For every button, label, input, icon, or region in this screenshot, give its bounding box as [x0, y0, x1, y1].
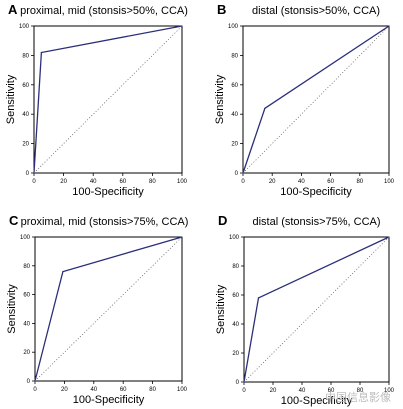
x-tick-label: 40: [90, 179, 97, 185]
x-axis-label: 100-Specificity: [280, 186, 352, 198]
x-tick-label: 80: [357, 388, 364, 394]
y-tick-label: 40: [232, 322, 239, 328]
x-tick-label: 20: [61, 387, 68, 393]
reference-diagonal-line: [243, 236, 390, 383]
y-tick-label: 60: [23, 293, 30, 299]
y-tick-label: 100: [228, 24, 239, 30]
y-tick-label: 100: [20, 235, 31, 241]
x-tick-label: 60: [120, 387, 127, 393]
x-tick-label: 60: [327, 179, 334, 185]
x-tick-label: 0: [33, 387, 37, 393]
x-tick-label: 40: [299, 388, 306, 394]
y-tick-label: 80: [232, 264, 239, 270]
plot-frame: [243, 236, 390, 383]
y-tick-label: 0: [27, 379, 31, 385]
panel-letter: D: [218, 213, 227, 228]
plot-frame: [34, 236, 183, 382]
x-tick-label: 100: [384, 179, 395, 185]
x-tick-label: 60: [328, 388, 335, 394]
x-tick-label: 60: [119, 179, 126, 185]
y-tick-label: 60: [232, 293, 239, 299]
x-tick-label: 100: [177, 179, 188, 185]
roc-point: [62, 270, 64, 273]
watermark-text: 中国信息影像: [325, 390, 391, 404]
y-tick-label: 20: [232, 351, 239, 357]
panel-letter: A: [8, 2, 18, 17]
roc-point: [264, 107, 266, 109]
reference-diagonal-line: [33, 25, 183, 174]
x-tick-label: 20: [269, 179, 276, 185]
y-tick-label: 20: [23, 350, 30, 356]
x-tick-label: 100: [177, 387, 188, 393]
x-tick-label: 80: [356, 179, 363, 185]
y-tick-label: 0: [235, 171, 239, 177]
y-axis-label: Sensitivity: [214, 74, 226, 124]
panel-title: distal (stonsis>75%, CCA): [252, 216, 380, 228]
roc-point: [181, 236, 183, 238]
panel-title: proximal, mid (stonsis>50%, CCA): [20, 5, 188, 17]
panel-title: distal (stonsis>50%, CCA): [252, 5, 380, 17]
reference-diagonal-line: [242, 25, 390, 174]
y-tick-label: 20: [22, 142, 29, 148]
roc-point: [181, 25, 183, 27]
panel-letter: C: [9, 213, 19, 228]
y-tick-label: 40: [231, 112, 238, 118]
x-tick-label: 0: [242, 388, 246, 394]
y-tick-label: 80: [23, 264, 30, 270]
reference-diagonal-line: [34, 236, 183, 382]
plot-frame: [33, 25, 183, 174]
roc-point: [257, 297, 260, 299]
y-tick-label: 80: [231, 53, 238, 59]
plot-frame: [242, 25, 390, 174]
y-tick-label: 0: [236, 380, 240, 386]
panel-title: proximal, mid (stonsis>75%, CCA): [21, 216, 189, 228]
x-axis-label: 100-Specificity: [281, 395, 353, 407]
y-tick-label: 80: [22, 53, 29, 59]
x-tick-label: 100: [384, 388, 395, 394]
x-tick-label: 20: [270, 388, 277, 394]
roc-point: [40, 51, 43, 54]
x-tick-label: 80: [149, 387, 156, 393]
y-axis-label: Sensitivity: [215, 284, 227, 334]
x-tick-label: 40: [298, 179, 305, 185]
x-tick-label: 40: [90, 387, 97, 393]
x-tick-label: 80: [149, 179, 156, 185]
y-tick-label: 100: [19, 24, 30, 30]
x-tick-label: 20: [60, 179, 67, 185]
roc-curve-line: [242, 25, 390, 174]
x-axis-label: 100-Specificity: [73, 394, 145, 406]
y-tick-label: 0: [26, 171, 30, 177]
x-tick-label: 0: [32, 179, 36, 185]
x-tick-label: 0: [241, 179, 245, 185]
y-tick-label: 20: [231, 142, 238, 148]
panel-letter: B: [217, 2, 226, 17]
y-tick-label: 100: [229, 235, 240, 241]
y-axis-label: Sensitivity: [5, 74, 17, 124]
y-tick-label: 40: [23, 321, 30, 327]
x-axis-label: 100-Specificity: [72, 186, 144, 198]
y-axis-label: Sensitivity: [6, 284, 18, 334]
y-tick-label: 60: [22, 83, 29, 89]
y-tick-label: 40: [22, 112, 29, 118]
y-tick-label: 60: [231, 83, 238, 89]
